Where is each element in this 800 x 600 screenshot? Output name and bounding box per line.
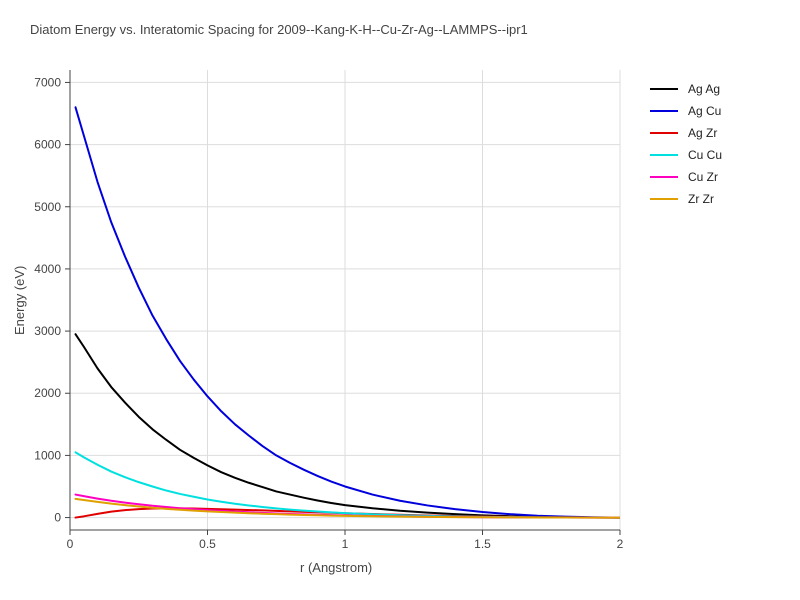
svg-text:5000: 5000	[34, 200, 61, 214]
legend-swatch	[650, 198, 678, 200]
legend: Ag Ag Ag Cu Ag Zr Cu Cu Cu Zr Zr Zr	[650, 78, 722, 210]
legend-item[interactable]: Cu Zr	[650, 166, 722, 188]
legend-item[interactable]: Zr Zr	[650, 188, 722, 210]
legend-label: Ag Ag	[688, 82, 720, 96]
y-axis-label: Energy (eV)	[12, 266, 27, 335]
legend-item[interactable]: Ag Zr	[650, 122, 722, 144]
x-axis-label: r (Angstrom)	[300, 560, 372, 575]
legend-label: Cu Zr	[688, 170, 718, 184]
svg-text:3000: 3000	[34, 324, 61, 338]
svg-text:1: 1	[342, 537, 349, 551]
legend-item[interactable]: Ag Ag	[650, 78, 722, 100]
legend-swatch	[650, 154, 678, 156]
legend-swatch	[650, 132, 678, 134]
svg-text:4000: 4000	[34, 262, 61, 276]
legend-swatch	[650, 176, 678, 178]
legend-label: Ag Cu	[688, 104, 721, 118]
legend-label: Zr Zr	[688, 192, 714, 206]
svg-text:6000: 6000	[34, 138, 61, 152]
svg-text:1000: 1000	[34, 448, 61, 462]
chart-container: Diatom Energy vs. Interatomic Spacing fo…	[0, 0, 800, 600]
svg-text:7000: 7000	[34, 75, 61, 89]
svg-text:1.5: 1.5	[474, 537, 491, 551]
svg-text:0: 0	[54, 511, 61, 525]
legend-label: Cu Cu	[688, 148, 722, 162]
svg-text:2: 2	[617, 537, 624, 551]
svg-text:2000: 2000	[34, 386, 61, 400]
legend-swatch	[650, 88, 678, 90]
legend-label: Ag Zr	[688, 126, 717, 140]
legend-swatch	[650, 110, 678, 112]
legend-item[interactable]: Ag Cu	[650, 100, 722, 122]
svg-text:0.5: 0.5	[199, 537, 216, 551]
svg-text:0: 0	[67, 537, 74, 551]
legend-item[interactable]: Cu Cu	[650, 144, 722, 166]
